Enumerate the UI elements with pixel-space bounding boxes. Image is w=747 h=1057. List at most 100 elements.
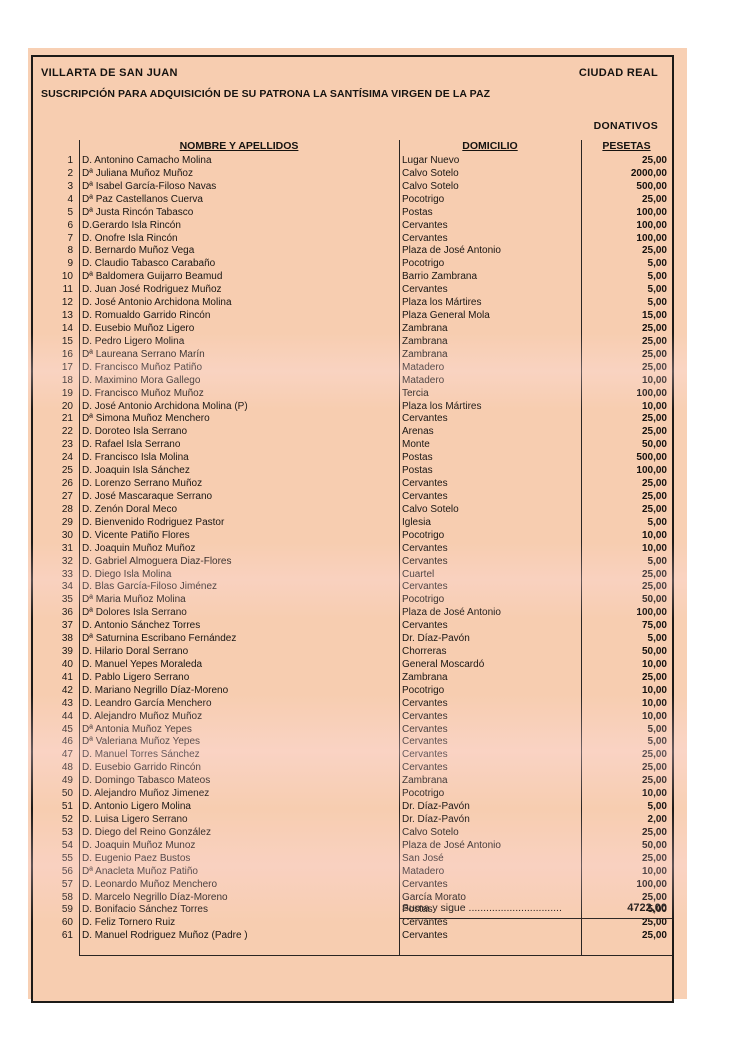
table-row: 47 D. Manuel Torres Sánchez Cervantes 25,00	[33, 749, 672, 762]
row-number: 25	[61, 465, 73, 477]
row-number: 44	[61, 710, 73, 722]
subscriber-amount: 500,00	[636, 452, 667, 464]
row-number: 39	[61, 646, 73, 658]
subscriber-address: Pocotrigo	[402, 788, 445, 800]
subscriber-name: D. Mariano Negrillo Díaz-Moreno	[82, 684, 229, 696]
table-row: 27 D. José Mascaraque Serrano Cervantes 25,…	[33, 491, 672, 504]
subscriber-amount: 15,00	[641, 310, 667, 322]
row-number: 28	[61, 503, 73, 515]
table-row: 51 D. Antonio Ligero Molina Dr. Díaz-Pavón…	[33, 801, 672, 814]
table-row: 44 D. Alejandro Muñoz Muñoz Cervantes 10,00	[33, 711, 672, 724]
table-row: 8 D. Bernardo Muñoz Vega Plaza de José Ant…	[33, 245, 672, 258]
table-row: 31 D. Joaquin Muñoz Muñoz Cervantes 10,00	[33, 543, 672, 556]
subscriber-address: Cervantes	[402, 232, 448, 244]
subscriber-name: D. Antonino Camacho Molina	[82, 155, 212, 166]
row-number: 18	[61, 374, 73, 386]
table-row: 29 D. Bienvenido Rodriguez Pastor Iglesia 5…	[33, 517, 672, 530]
subscriber-name: Dª Laureana Serrano Marín	[82, 348, 205, 360]
subscriber-amount: 10,00	[641, 529, 667, 541]
table-row: 1 D. Antonino Camacho Molina Lugar Nuevo 25…	[33, 155, 672, 168]
row-number: 6	[67, 219, 73, 231]
row-number: 47	[61, 749, 73, 761]
row-number: 20	[61, 400, 73, 412]
subscriber-name: D. Blas García-Filoso Jiménez	[82, 581, 218, 593]
row-number: 40	[61, 658, 73, 670]
subscriber-name: D. Claudio Tabasco Carabaño	[82, 258, 216, 270]
table-body: 1 D. Antonino Camacho Molina Lugar Nuevo 25…	[33, 155, 672, 943]
subscriber-name: D. Diego Isla Molina	[82, 568, 172, 580]
subscriber-amount: 5,00	[647, 297, 667, 309]
subscriber-name: D. Manuel Yepes Moraleda	[82, 658, 203, 670]
table-row: 25 D. Joaquin Isla Sánchez Postas 100,00	[33, 465, 672, 478]
table-row: 55 D. Eugenio Paez Bustos San José 25,00	[33, 853, 672, 866]
subscriber-address: Dr. Díaz-Pavón	[402, 633, 470, 645]
subscriber-amount: 2000,00	[630, 167, 667, 179]
table-row: 33 D. Diego Isla Molina Cuartel 25,00	[33, 569, 672, 582]
table-row: 48 D. Eusebio Garrido Rincón Cervantes 25,0…	[33, 762, 672, 775]
subscriber-address: Plaza General Mola	[402, 310, 490, 322]
subscriber-amount: 5,00	[647, 723, 667, 735]
subscriber-name: Dª Baldomera Guijarro Beamud	[82, 271, 223, 283]
table-row: 37 D. Antonio Sánchez Torres Cervantes 75,0…	[33, 620, 672, 633]
subscriber-name: D. Hilario Doral Serrano	[82, 646, 189, 658]
subscriber-name: D. José Antonio Archidona Molina	[82, 297, 232, 309]
subscriber-amount: 50,00	[641, 839, 667, 851]
subscriber-address: Zambrana	[402, 348, 448, 360]
row-number: 15	[61, 335, 73, 347]
row-number: 11	[62, 284, 73, 296]
subscriber-amount: 10,00	[641, 788, 667, 800]
subscriber-address: Dr. Díaz-Pavón	[402, 801, 470, 813]
table-row: 49 D. Domingo Tabasco Mateos Zambrana 25,00	[33, 775, 672, 788]
table-row: 13 D. Romualdo Garrido Rincón Plaza Genera…	[33, 310, 672, 323]
table-row: 41 D. Pablo Ligero Serrano Zambrana 25,00	[33, 672, 672, 685]
row-number: 36	[61, 607, 73, 619]
subscriber-name: D. Antonio Sánchez Torres	[82, 620, 201, 632]
table-row: 42 D. Mariano Negrillo Díaz-Moreno Pocotri…	[33, 685, 672, 698]
table-row: 6 D.Gerardo Isla Rincón Cervantes 100,00	[33, 220, 672, 233]
row-number: 4	[67, 193, 73, 205]
subscriber-amount: 10,00	[641, 374, 667, 386]
table-row: 57 D. Leonardo Muñoz Menchero Cervantes 100…	[33, 879, 672, 892]
row-number: 32	[61, 555, 73, 567]
row-number: 54	[61, 839, 73, 851]
subscriber-address: Chorreras	[402, 646, 447, 658]
subscriber-amount: 5,00	[647, 904, 667, 916]
subscriber-amount: 10,00	[641, 684, 667, 696]
table-row: 14 D. Eusebio Muñoz Ligero Zambrana 25,00	[33, 323, 672, 336]
subscriber-amount: 25,00	[641, 568, 667, 580]
table-row: 43 D. Leandro García Menchero Cervantes 10,…	[33, 698, 672, 711]
column-header-name: NOMBRE Y APELLIDOS	[179, 140, 299, 152]
subscriber-address: Lugar Nuevo	[402, 155, 460, 166]
subscriber-address: Plaza los Mártires	[402, 400, 482, 412]
table-row: 52 D. Luisa Ligero Serrano Dr. Díaz-Pavón 2…	[33, 814, 672, 827]
row-number: 19	[61, 387, 73, 399]
subscriber-amount: 5,00	[647, 258, 667, 270]
row-number: 56	[61, 865, 73, 877]
subscriber-amount: 10,00	[641, 710, 667, 722]
subscriber-name: Dª Isabel García-Filoso Navas	[82, 180, 217, 192]
subscriber-amount: 25,00	[641, 322, 667, 334]
table-row: 53 D. Diego del Reino González Calvo Sotel…	[33, 827, 672, 840]
subscriber-name: D. Pablo Ligero Serrano	[82, 671, 190, 683]
subscriber-address: Cervantes	[402, 762, 448, 774]
table-bottom-rule	[79, 955, 672, 956]
subscriber-amount: 25,00	[641, 426, 667, 438]
subscriber-name: D. Feliz Tornero Ruiz	[82, 917, 176, 929]
subscriber-amount: 25,00	[641, 581, 667, 593]
subscriber-address: Matadero	[402, 361, 445, 373]
subscriber-name: D. Doroteo Isla Serrano	[82, 426, 188, 438]
subscriber-name: D. Gabriel Almoguera Diaz-Flores	[82, 555, 232, 567]
row-number: 21	[61, 413, 73, 425]
subscriber-address: Cervantes	[402, 710, 448, 722]
province-name: CIUDAD REAL	[578, 67, 658, 79]
table-row: 28 D. Zenón Doral Meco Calvo Sotelo 25,00	[33, 504, 672, 517]
table-row: 54 D. Joaquin Muñoz Munoz Plaza de José An…	[33, 840, 672, 853]
subscriber-name: D. Juan José Rodriguez Muñoz	[82, 284, 222, 296]
row-number: 38	[61, 633, 73, 645]
subscriber-name: D. Marcelo Negrillo Díaz-Moreno	[82, 891, 228, 903]
subscriber-address: Cervantes	[402, 219, 448, 231]
column-header-amount: PESETAS	[602, 140, 651, 152]
subscriber-address: Zambrana	[402, 775, 448, 787]
table-row: 39 D. Hilario Doral Serrano Chorreras 50,00	[33, 646, 672, 659]
subscriber-address: Pocotrigo	[402, 193, 445, 205]
